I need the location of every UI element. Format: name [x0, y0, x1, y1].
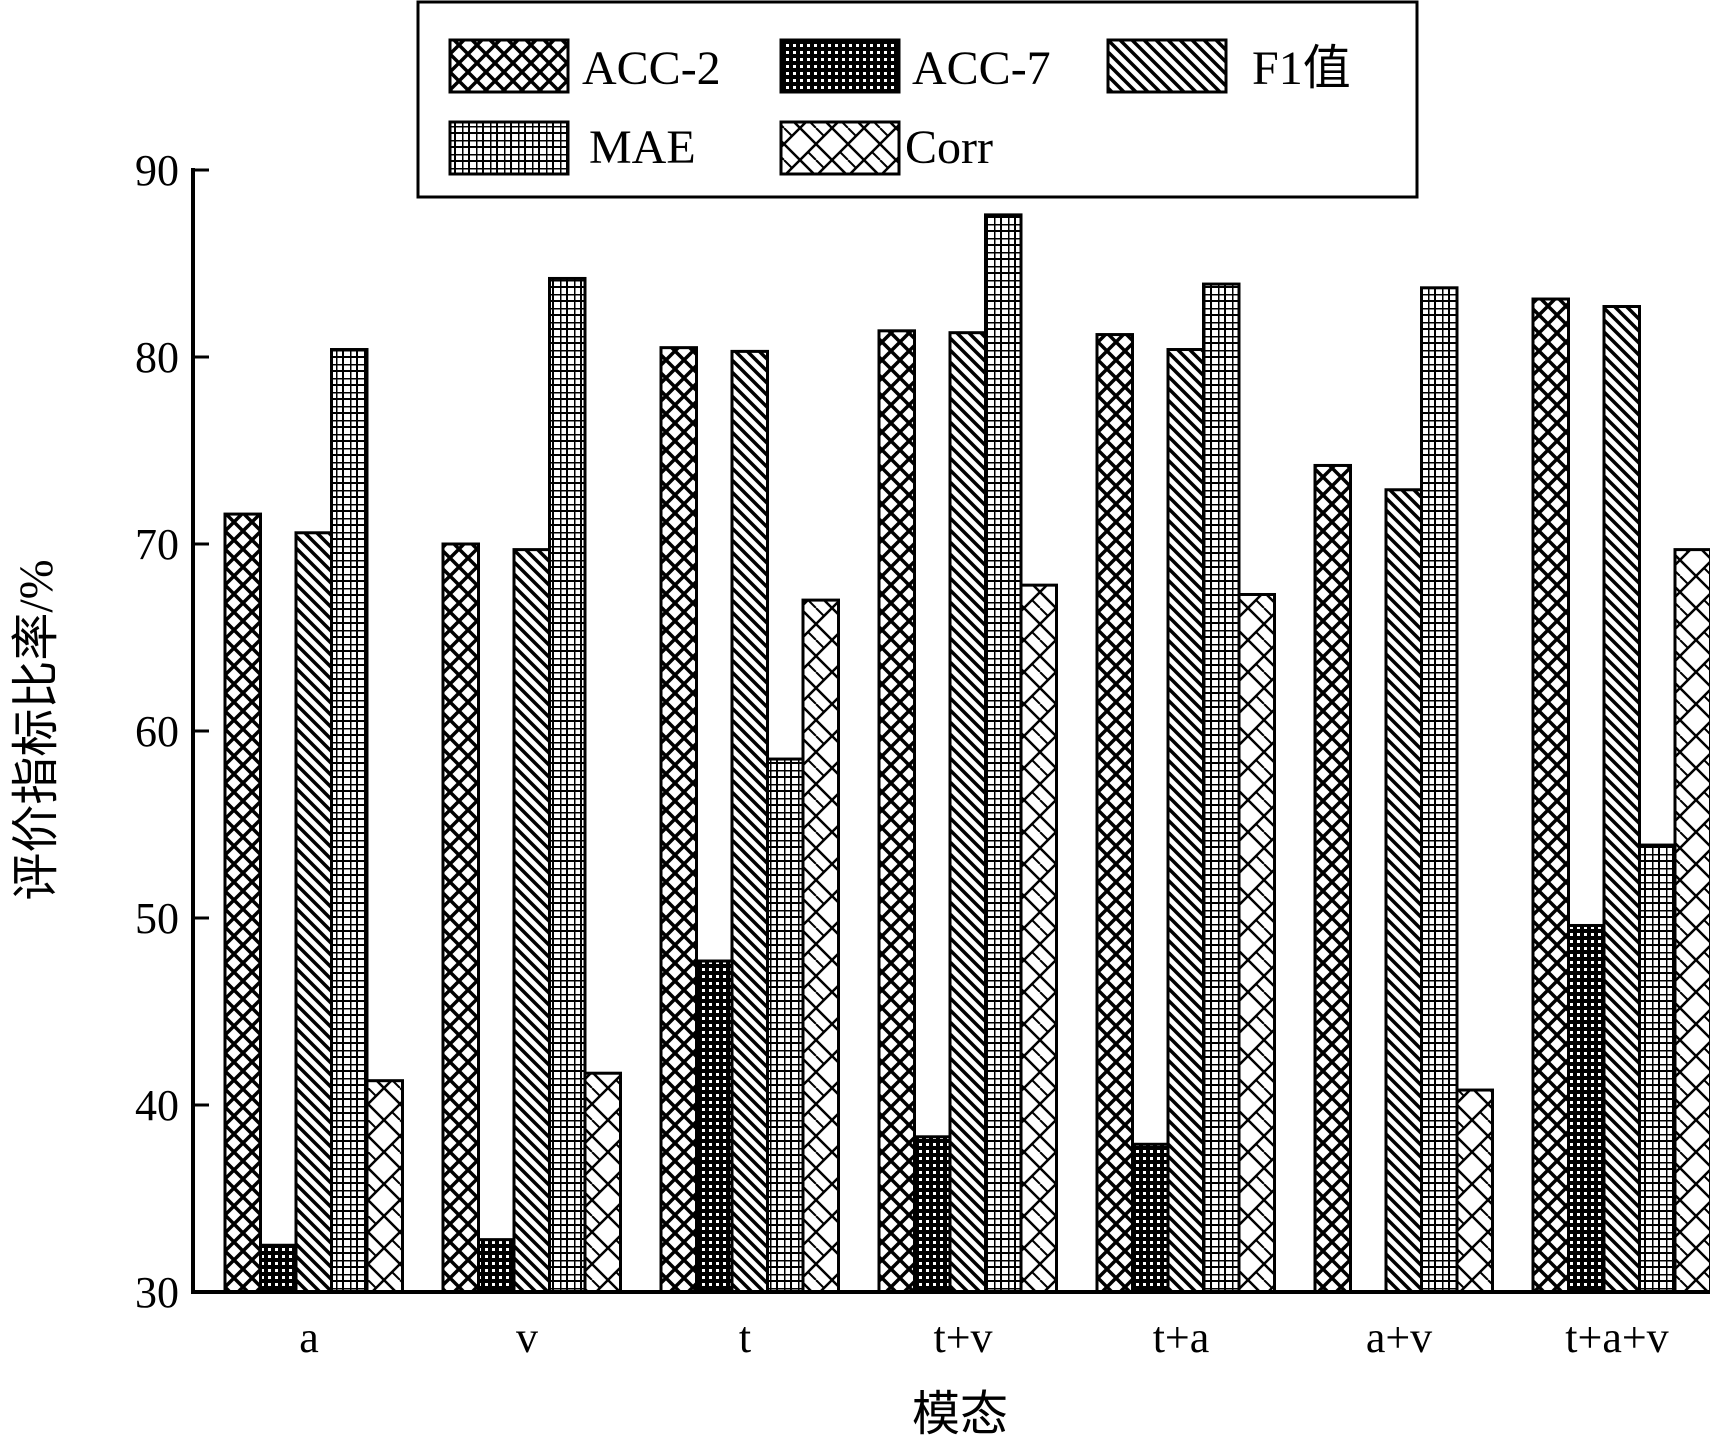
- bar-ACC-7-v: [477, 1238, 516, 1294]
- x-tick-label: a: [299, 1313, 319, 1362]
- legend-label: ACC-2: [582, 42, 721, 95]
- bar-F1值-t: [730, 349, 769, 1294]
- legend-label: MAE: [589, 121, 696, 174]
- bar-MAE-t: [766, 757, 805, 1294]
- bar-ACC-7-t+a+v: [1567, 923, 1606, 1294]
- legend-swatch-ACC-2: [448, 38, 570, 94]
- bar-F1值-t+a+v: [1602, 305, 1641, 1294]
- y-tick-label: 40: [135, 1081, 179, 1130]
- legend-label: F1值: [1252, 42, 1351, 95]
- x-tick-label: a+v: [1366, 1313, 1432, 1362]
- bar-MAE-a: [330, 348, 369, 1294]
- bar-F1值-a+v: [1384, 488, 1423, 1294]
- bar-ACC-2-v: [441, 542, 480, 1294]
- bar-Corr-t+v: [1019, 583, 1058, 1294]
- bar-F1值-a: [294, 531, 333, 1294]
- x-tick-label: v: [516, 1313, 538, 1362]
- x-tick-label: t+a+v: [1565, 1313, 1668, 1362]
- bar-ACC-2-t+v: [877, 329, 916, 1294]
- legend-swatch-ACC-7: [779, 38, 901, 94]
- y-tick-label: 80: [135, 333, 179, 382]
- bar-ACC-7-t+v: [913, 1135, 952, 1294]
- bar-Corr-t+a+v: [1673, 548, 1710, 1294]
- y-tick-label: 50: [135, 894, 179, 943]
- bar-MAE-t+v: [984, 213, 1023, 1294]
- bar-ACC-2-t+a: [1095, 333, 1134, 1294]
- bar-MAE-v: [548, 276, 587, 1294]
- y-tick-label: 70: [135, 520, 179, 569]
- legend-swatch-Corr: [779, 120, 901, 176]
- bar-MAE-a+v: [1420, 286, 1459, 1294]
- x-tick-label: t+a: [1153, 1313, 1210, 1362]
- legend-swatch-MAE: [448, 120, 570, 176]
- legend-box: [416, 0, 1419, 199]
- y-tick-label: 30: [135, 1268, 179, 1317]
- x-tick-labels: a v t t+v t+a a+v t+a+v: [299, 1313, 1668, 1362]
- bar-MAE-t+a+v: [1638, 843, 1677, 1294]
- bar-Corr-t+a: [1237, 592, 1276, 1294]
- x-tick-label: t+v: [933, 1313, 992, 1362]
- bar-ACC-7-a: [259, 1243, 298, 1294]
- bar-ACC-2-a+v: [1313, 463, 1352, 1294]
- bar-ACC-2-a: [223, 512, 262, 1294]
- x-axis-title: 模态: [912, 1388, 1008, 1441]
- y-ticks: 30 40 50 60 70 80 90: [135, 146, 209, 1317]
- legend-label: ACC-7: [912, 42, 1051, 95]
- bar-Corr-v: [583, 1071, 622, 1294]
- bar-Corr-a: [365, 1079, 404, 1294]
- bars-group: [223, 213, 1710, 1294]
- y-tick-label: 90: [135, 146, 179, 195]
- bar-ACC-2-t: [659, 346, 698, 1294]
- legend-label: Corr: [905, 121, 993, 174]
- y-tick-label: 60: [135, 707, 179, 756]
- bar-F1值-v: [512, 548, 551, 1294]
- bar-F1值-t+v: [948, 331, 987, 1294]
- bar-F1值-t+a: [1166, 348, 1205, 1294]
- x-tick-label: t: [739, 1313, 751, 1362]
- bar-ACC-2-t+a+v: [1531, 297, 1570, 1294]
- bar-MAE-t+a: [1202, 282, 1241, 1294]
- bar-ACC-7-t: [695, 959, 734, 1294]
- bar-ACC-7-t+a: [1131, 1142, 1170, 1294]
- legend: ACC-2 ACC-7 F1值 MAE Corr: [416, 0, 1419, 199]
- bar-Corr-a+v: [1455, 1088, 1494, 1294]
- legend-swatch-F1值: [1106, 38, 1228, 94]
- bar-Corr-t: [801, 598, 840, 1294]
- y-axis-title: 评价指标比率/%: [10, 559, 63, 900]
